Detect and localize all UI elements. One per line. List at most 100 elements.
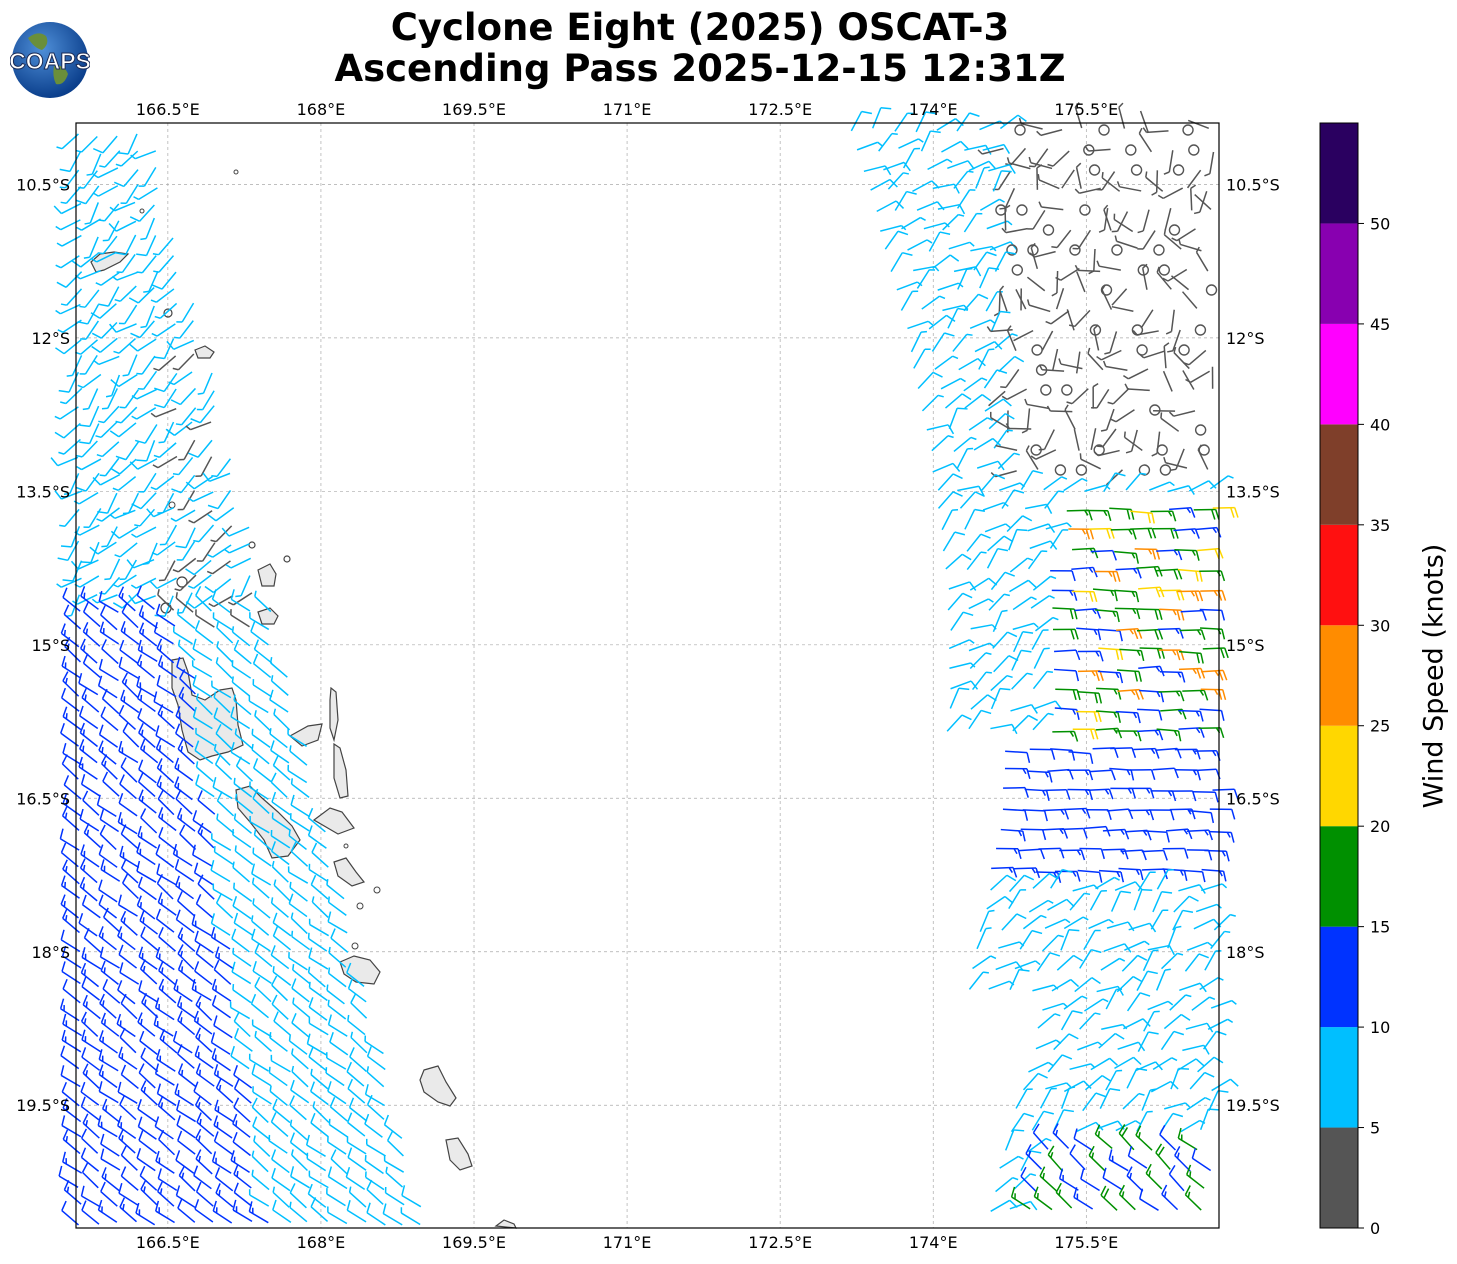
wind-barb-feather — [1026, 299, 1030, 306]
wind-barb — [100, 715, 119, 732]
wind-barb-feather — [92, 173, 99, 179]
wind-barb-feather — [95, 282, 102, 286]
calm-circle — [1198, 444, 1210, 456]
wind-barb — [1098, 449, 1120, 457]
wind-barb-feather — [131, 533, 137, 538]
wind-barb-feather — [59, 186, 66, 189]
wind-barb-feather — [1170, 468, 1177, 471]
wind-barb-feather — [101, 688, 108, 699]
wind-barb — [1042, 369, 1065, 372]
wind-barb-feather — [202, 472, 211, 482]
wind-barb-feather — [1132, 330, 1138, 336]
wind-barb-feather — [58, 1165, 63, 1177]
wind-barb-feather — [172, 473, 179, 476]
wind-barb — [122, 882, 139, 900]
calm-circle — [1149, 404, 1161, 416]
wind-barb — [312, 1106, 330, 1124]
wind-barb-feather — [143, 999, 147, 1006]
wind-barb — [139, 1175, 158, 1191]
wind-barb — [176, 666, 196, 680]
wind-barb — [232, 1141, 251, 1157]
wind-barb-feather — [366, 1202, 371, 1213]
wind-barb-feather — [385, 1166, 388, 1173]
wind-barb-feather — [99, 165, 106, 168]
wind-barb-feather — [117, 926, 123, 937]
wind-barb-feather — [130, 154, 136, 160]
wind-barb-feather — [895, 200, 905, 209]
wind-barb — [119, 542, 138, 558]
wind-barb — [1078, 269, 1101, 273]
wind-barb-feather — [98, 724, 104, 735]
wind-barb — [88, 508, 102, 528]
wind-barb-feather — [153, 367, 160, 372]
wind-barb-feather — [349, 1047, 355, 1058]
wind-barb — [214, 1140, 233, 1155]
wind-barb-feather — [79, 441, 90, 445]
wind-barb-feather — [272, 1186, 276, 1193]
wind-barb-feather — [155, 1150, 160, 1162]
wind-barb-feather — [251, 1063, 256, 1075]
wind-barb-feather — [79, 739, 85, 750]
wind-barb — [230, 716, 251, 730]
wind-barb — [309, 923, 330, 937]
wind-barb-feather — [59, 168, 71, 173]
wind-barb — [327, 1004, 347, 1020]
wind-barb-feather — [121, 1135, 124, 1142]
wind-barb — [1005, 227, 1028, 234]
wind-barb — [1143, 350, 1165, 359]
wind-barb-feather — [140, 808, 147, 819]
wind-barb — [990, 329, 1013, 333]
wind-barb-feather — [996, 369, 1008, 374]
wind-barb — [192, 491, 214, 503]
wind-barb — [1064, 409, 1076, 430]
wind-barb-feather — [958, 204, 966, 215]
wind-barb — [156, 873, 177, 886]
wind-barb-feather — [126, 559, 135, 569]
wind-barb — [181, 407, 197, 426]
wind-barb — [289, 1192, 307, 1209]
wind-barb — [85, 320, 100, 340]
wind-barb-feather — [137, 772, 144, 783]
wind-barb-feather — [291, 978, 297, 989]
wind-barb-feather — [193, 862, 199, 873]
wind-barb-feather — [136, 585, 142, 596]
wind-barb-feather — [328, 946, 331, 953]
wind-barb — [141, 355, 156, 375]
wind-barb — [268, 1072, 288, 1087]
wind-barb-feather — [157, 789, 164, 800]
wind-barb — [270, 749, 290, 764]
islet — [373, 886, 381, 894]
colorbar-tick-label: 0 — [1370, 1219, 1380, 1238]
wind-barb — [271, 680, 289, 696]
wind-barb — [900, 291, 913, 311]
wind-barb — [349, 1191, 367, 1208]
wind-barb-feather — [158, 1129, 165, 1140]
wind-barb-feather — [270, 675, 274, 682]
wind-barb-feather — [90, 312, 101, 319]
wind-barb-feather — [83, 592, 86, 599]
wind-barb — [212, 1004, 232, 1019]
wind-barb — [62, 988, 81, 1004]
wind-barb-feather — [139, 959, 146, 970]
wind-barb — [1182, 370, 1195, 390]
wind-barb — [158, 936, 177, 952]
calm-circle — [1011, 264, 1023, 276]
wind-barb — [347, 1088, 366, 1104]
wind-barb-feather — [311, 896, 315, 903]
wind-barb — [156, 882, 174, 900]
wind-barb-feather — [98, 303, 109, 307]
wind-barb — [387, 1140, 404, 1157]
wind-barb-feather — [168, 381, 175, 386]
wind-barb — [288, 871, 309, 884]
wind-barb-feather — [177, 1063, 184, 1074]
wind-barb — [926, 424, 949, 431]
wind-barb — [154, 1125, 174, 1140]
wind-barb-feather — [952, 355, 959, 360]
wind-barb — [216, 818, 235, 834]
wind-barb-feather — [80, 1185, 85, 1197]
wind-barb-feather — [62, 1129, 69, 1140]
wind-barb-feather — [91, 345, 101, 353]
wind-barb-feather — [1084, 145, 1090, 152]
wind-barb-feather — [308, 1046, 314, 1058]
wind-barb — [177, 1207, 196, 1223]
